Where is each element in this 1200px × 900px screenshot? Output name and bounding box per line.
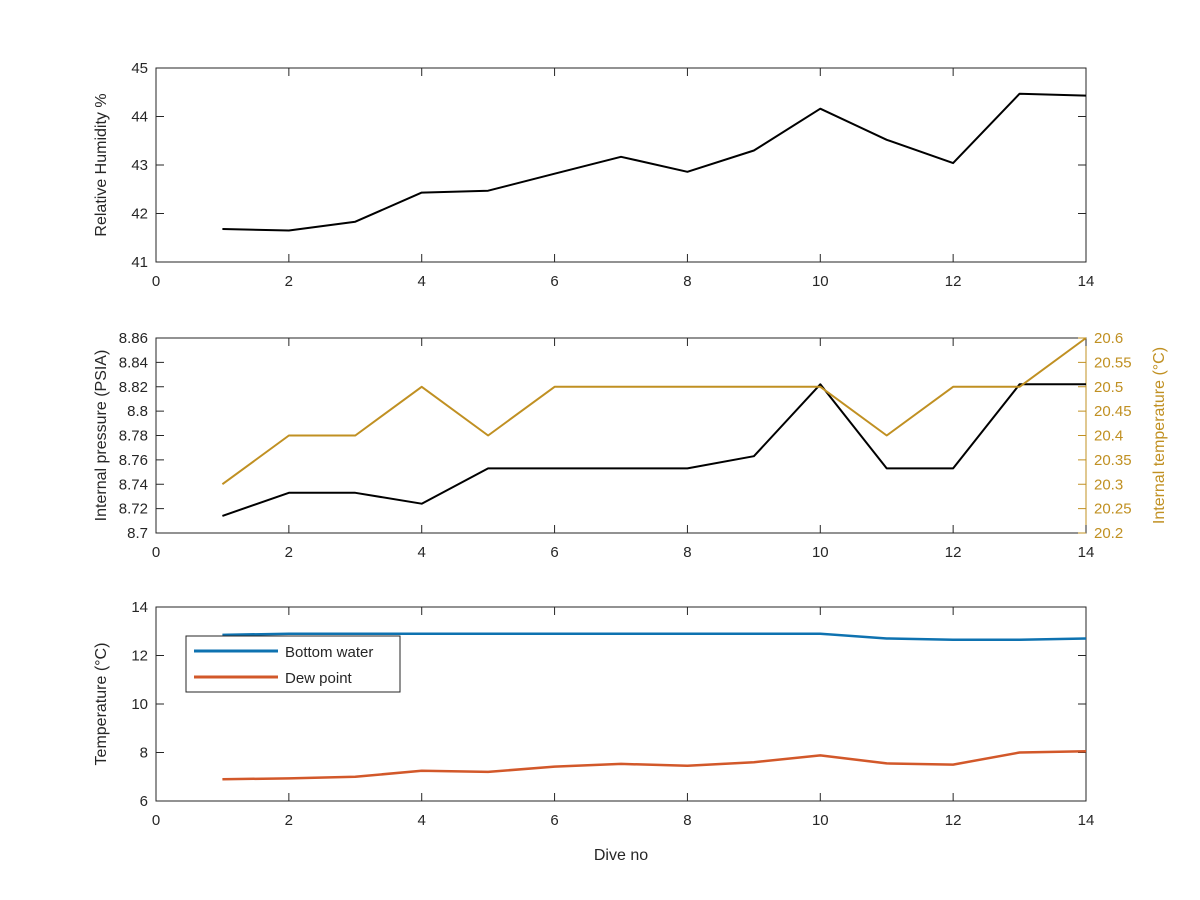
y-right-tick-label: 20.2 xyxy=(1094,525,1123,542)
x-tick-label: 8 xyxy=(683,273,691,290)
y-axis-label: Relative Humidity % xyxy=(93,93,110,236)
series-line-1 xyxy=(222,632,1087,641)
x-tick-label: 14 xyxy=(1078,544,1095,561)
x-tick-label: 8 xyxy=(683,812,691,829)
y-tick-label: 8.8 xyxy=(127,403,148,420)
y-tick-label: 45 xyxy=(131,60,148,77)
y-right-tick-label: 20.55 xyxy=(1094,354,1132,371)
x-tick-label: 0 xyxy=(152,273,160,290)
x-tick-label: 2 xyxy=(285,544,293,561)
x-tick-label: 6 xyxy=(550,273,558,290)
y-tick-label: 8.72 xyxy=(119,501,148,518)
x-tick-label: 10 xyxy=(812,812,829,829)
y-tick-label: 8.74 xyxy=(119,476,148,493)
series-line-1 xyxy=(222,383,1086,517)
y-right-tick-label: 20.5 xyxy=(1094,379,1123,396)
series-line-2 xyxy=(222,750,1087,781)
panel-1: 0 2 4 6 8 10 12 14 41 42 43 44 45 Relative Humidity % xyxy=(93,60,1094,290)
x-axis-label: Dive no xyxy=(594,847,648,864)
legend: Bottom water Dew point xyxy=(185,635,401,693)
x-tick-label: 10 xyxy=(812,273,829,290)
legend-box xyxy=(185,635,401,693)
y-tick-label: 14 xyxy=(131,599,148,616)
y-right-tick-label: 20.45 xyxy=(1094,403,1132,420)
y-tick-label: 8 xyxy=(140,745,148,762)
y-tick-label: 8.84 xyxy=(119,354,148,371)
y-right-tick-label: 20.4 xyxy=(1094,428,1123,445)
series-line-1 xyxy=(222,92,1087,232)
y-tick-label: 42 xyxy=(131,206,148,223)
y-tick-label: 44 xyxy=(131,109,148,126)
x-tick-label: 0 xyxy=(152,812,160,829)
y-right-tick-label: 20.25 xyxy=(1094,501,1132,518)
x-tick-label: 6 xyxy=(550,812,558,829)
y-axis-label: Temperature (°C) xyxy=(93,643,110,766)
x-tick-label: 14 xyxy=(1078,812,1095,829)
x-tick-label: 12 xyxy=(945,273,962,290)
panel-2: 0 2 4 6 8 10 12 14 8.7 8.72 8.74 8.76 8.78 8.8 8.82 8.8… xyxy=(93,330,1168,561)
y-tick-label: 6 xyxy=(140,793,148,810)
y-right-tick-label: 20.6 xyxy=(1094,330,1123,347)
legend-label: Bottom water xyxy=(285,644,373,661)
series-line-2 xyxy=(221,337,1087,486)
x-tick-label: 2 xyxy=(285,273,293,290)
y-tick-label: 12 xyxy=(131,648,148,665)
x-tick-label: 4 xyxy=(418,812,426,829)
x-tick-label: 12 xyxy=(945,544,962,561)
y-tick-label: 41 xyxy=(131,254,148,271)
y-right-tick-label: 20.3 xyxy=(1094,476,1123,493)
y-right-tick-label: 20.35 xyxy=(1094,452,1132,469)
x-tick-label: 10 xyxy=(812,544,829,561)
y-tick-label: 8.76 xyxy=(119,452,148,469)
y-tick-label: 43 xyxy=(131,157,148,174)
y-tick-label: 8.7 xyxy=(127,525,148,542)
legend-label: Dew point xyxy=(285,670,353,687)
y-tick-label: 8.78 xyxy=(119,428,148,445)
y-tick-label: 8.86 xyxy=(119,330,148,347)
x-tick-label: 14 xyxy=(1078,273,1095,290)
x-tick-label: 4 xyxy=(418,273,426,290)
y-axis-label: Internal pressure (PSIA) xyxy=(93,350,110,522)
x-tick-label: 2 xyxy=(285,812,293,829)
y-tick-label: 10 xyxy=(131,696,148,713)
y-tick-label: 8.82 xyxy=(119,379,148,396)
x-tick-label: 4 xyxy=(418,544,426,561)
x-tick-label: 0 xyxy=(152,544,160,561)
y-right-axis-label: Internal temperature (°C) xyxy=(1151,347,1168,524)
x-tick-label: 6 xyxy=(550,544,558,561)
x-tick-label: 12 xyxy=(945,812,962,829)
x-tick-label: 8 xyxy=(683,544,691,561)
panel-3: 0 2 4 6 8 10 12 14 6 8 10 12 14 Temperature (°C) Botto… xyxy=(93,599,1094,829)
